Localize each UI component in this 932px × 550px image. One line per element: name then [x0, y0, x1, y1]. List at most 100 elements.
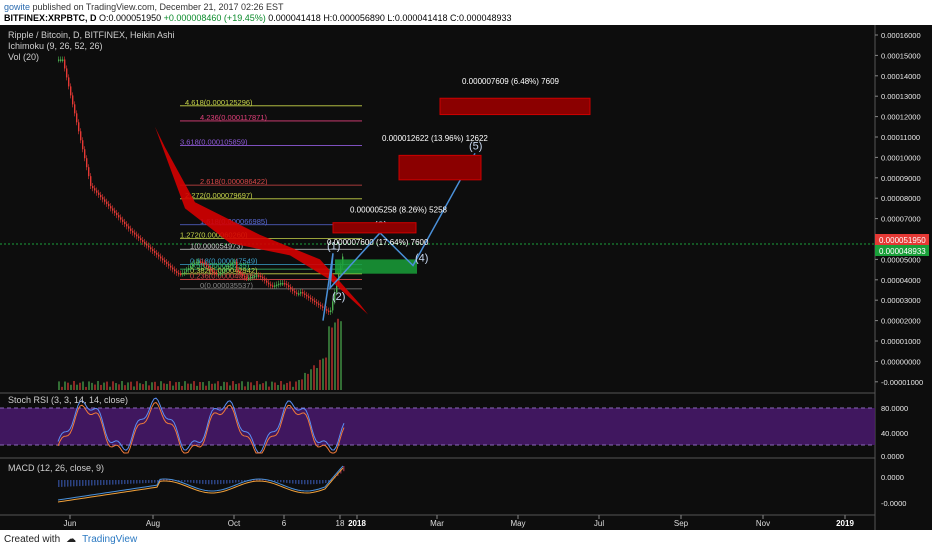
- volume-bar: [268, 386, 270, 390]
- volume-bar: [259, 384, 261, 390]
- macd-histogram-bar: [160, 479, 162, 481]
- candle-body: [274, 285, 276, 287]
- volume-bar: [340, 321, 342, 390]
- legend-macd: MACD (12, 26, close, 9): [8, 463, 104, 473]
- volume-bar: [220, 386, 222, 390]
- candle-body: [250, 277, 252, 279]
- candle-body: [296, 292, 298, 295]
- macd-histogram-bar: [286, 480, 288, 483]
- candle-body: [152, 249, 154, 252]
- fib-level-label: 4.618(0.000125296): [185, 98, 253, 107]
- candle-body: [206, 264, 208, 267]
- volume-bar: [70, 384, 72, 390]
- wave-label: (2): [332, 291, 345, 303]
- candle-body: [280, 283, 282, 285]
- macd-histogram-bar: [109, 480, 111, 485]
- candle-body: [246, 277, 248, 279]
- macd-histogram-bar: [148, 480, 150, 483]
- y-tick-label: 0.00008000: [881, 194, 921, 203]
- candle-body: [302, 292, 304, 294]
- candle-body: [172, 267, 174, 270]
- candle-body: [248, 277, 250, 280]
- volume-bar: [169, 381, 171, 390]
- candle-body: [62, 59, 64, 61]
- volume-bar: [88, 381, 90, 390]
- volume-bar: [187, 383, 189, 390]
- candle-body: [168, 263, 170, 266]
- volume-bar: [76, 384, 78, 390]
- candle-body: [114, 210, 116, 213]
- candle-body: [110, 206, 112, 209]
- macd-histogram-bar: [139, 480, 141, 484]
- macd-histogram-bar: [289, 480, 291, 484]
- candle-body: [134, 232, 136, 235]
- macd-histogram-bar: [82, 480, 84, 486]
- macd-histogram-bar: [328, 480, 330, 483]
- macd-histogram-bar: [262, 479, 264, 481]
- macd-histogram-bar: [202, 480, 204, 484]
- candle-body: [202, 261, 204, 264]
- macd-histogram-bar: [259, 479, 261, 481]
- volume-bar: [79, 382, 81, 390]
- volume-bar: [166, 383, 168, 390]
- candle-body: [104, 199, 106, 202]
- candle-body: [326, 309, 328, 311]
- chart-area[interactable]: 0.00016000 0.00015000 0.00014000 0.00013000…: [0, 25, 932, 530]
- macd-histogram-bar: [223, 480, 225, 484]
- candle-body: [320, 304, 322, 307]
- volume-bar: [196, 385, 198, 390]
- x-tick-label: Nov: [756, 519, 770, 528]
- annotation-label: 0.000007609 (6.48%) 7609: [462, 77, 560, 86]
- macd-histogram-bar: [343, 465, 345, 472]
- volume-bar: [235, 384, 237, 390]
- macd-histogram-bar: [310, 480, 312, 485]
- candle-body: [74, 104, 76, 114]
- candle-body: [94, 188, 96, 191]
- macd-histogram-bar: [127, 480, 129, 484]
- x-tick-label: 2018: [348, 519, 366, 528]
- ohlc-high: 0.000056890: [332, 13, 385, 23]
- macd-histogram-bar: [295, 480, 297, 484]
- fib-level-label: 1.272(0.000060260): [180, 230, 248, 239]
- volume-bar: [307, 373, 309, 390]
- volume-bar: [130, 381, 132, 390]
- candle-body: [98, 192, 100, 195]
- volume-bar: [145, 381, 147, 390]
- volume-bar: [115, 383, 117, 390]
- y-tick-label: -0.00001000: [881, 378, 923, 387]
- volume-bar: [241, 381, 243, 390]
- macd-histogram-bar: [214, 480, 216, 485]
- candle-body: [314, 300, 316, 303]
- volume-bar: [106, 381, 108, 390]
- legend-vol: Vol (20): [8, 52, 39, 62]
- candle-body: [224, 269, 226, 272]
- macd-histogram-bar: [238, 480, 240, 483]
- volume-bar: [295, 381, 297, 390]
- elliott-wave-line: [322, 152, 476, 321]
- legend-title: Ripple / Bitcoin, D, BITFINEX, Heikin As…: [8, 30, 175, 40]
- volume-bar: [325, 357, 327, 390]
- candle-body: [232, 262, 234, 265]
- volume-bar: [73, 381, 75, 390]
- volume-bar: [310, 369, 312, 390]
- candle-body: [112, 208, 114, 211]
- macd-histogram-bar: [208, 480, 210, 485]
- macd-histogram-bar: [142, 480, 144, 484]
- macd-histogram-bar: [301, 480, 303, 485]
- macd-histogram-bar: [169, 479, 171, 481]
- macd-histogram-bar: [298, 480, 300, 485]
- candle-body: [300, 292, 302, 294]
- fib-level-label: 1(0.000054973): [190, 241, 243, 250]
- candle-body: [304, 293, 306, 295]
- volume-bar: [154, 381, 156, 390]
- wave-label: (5): [469, 140, 482, 152]
- macd-histogram-bar: [85, 480, 87, 486]
- volume-bar: [124, 385, 126, 390]
- footer-brand[interactable]: TradingView: [82, 534, 138, 545]
- y-tick-label: 0.00013000: [881, 92, 921, 101]
- macd-histogram-bar: [157, 480, 159, 483]
- candle-body: [220, 272, 222, 275]
- author-link[interactable]: gowite: [4, 2, 31, 12]
- macd-histogram-bar: [340, 469, 342, 474]
- macd-histogram-bar: [106, 480, 108, 485]
